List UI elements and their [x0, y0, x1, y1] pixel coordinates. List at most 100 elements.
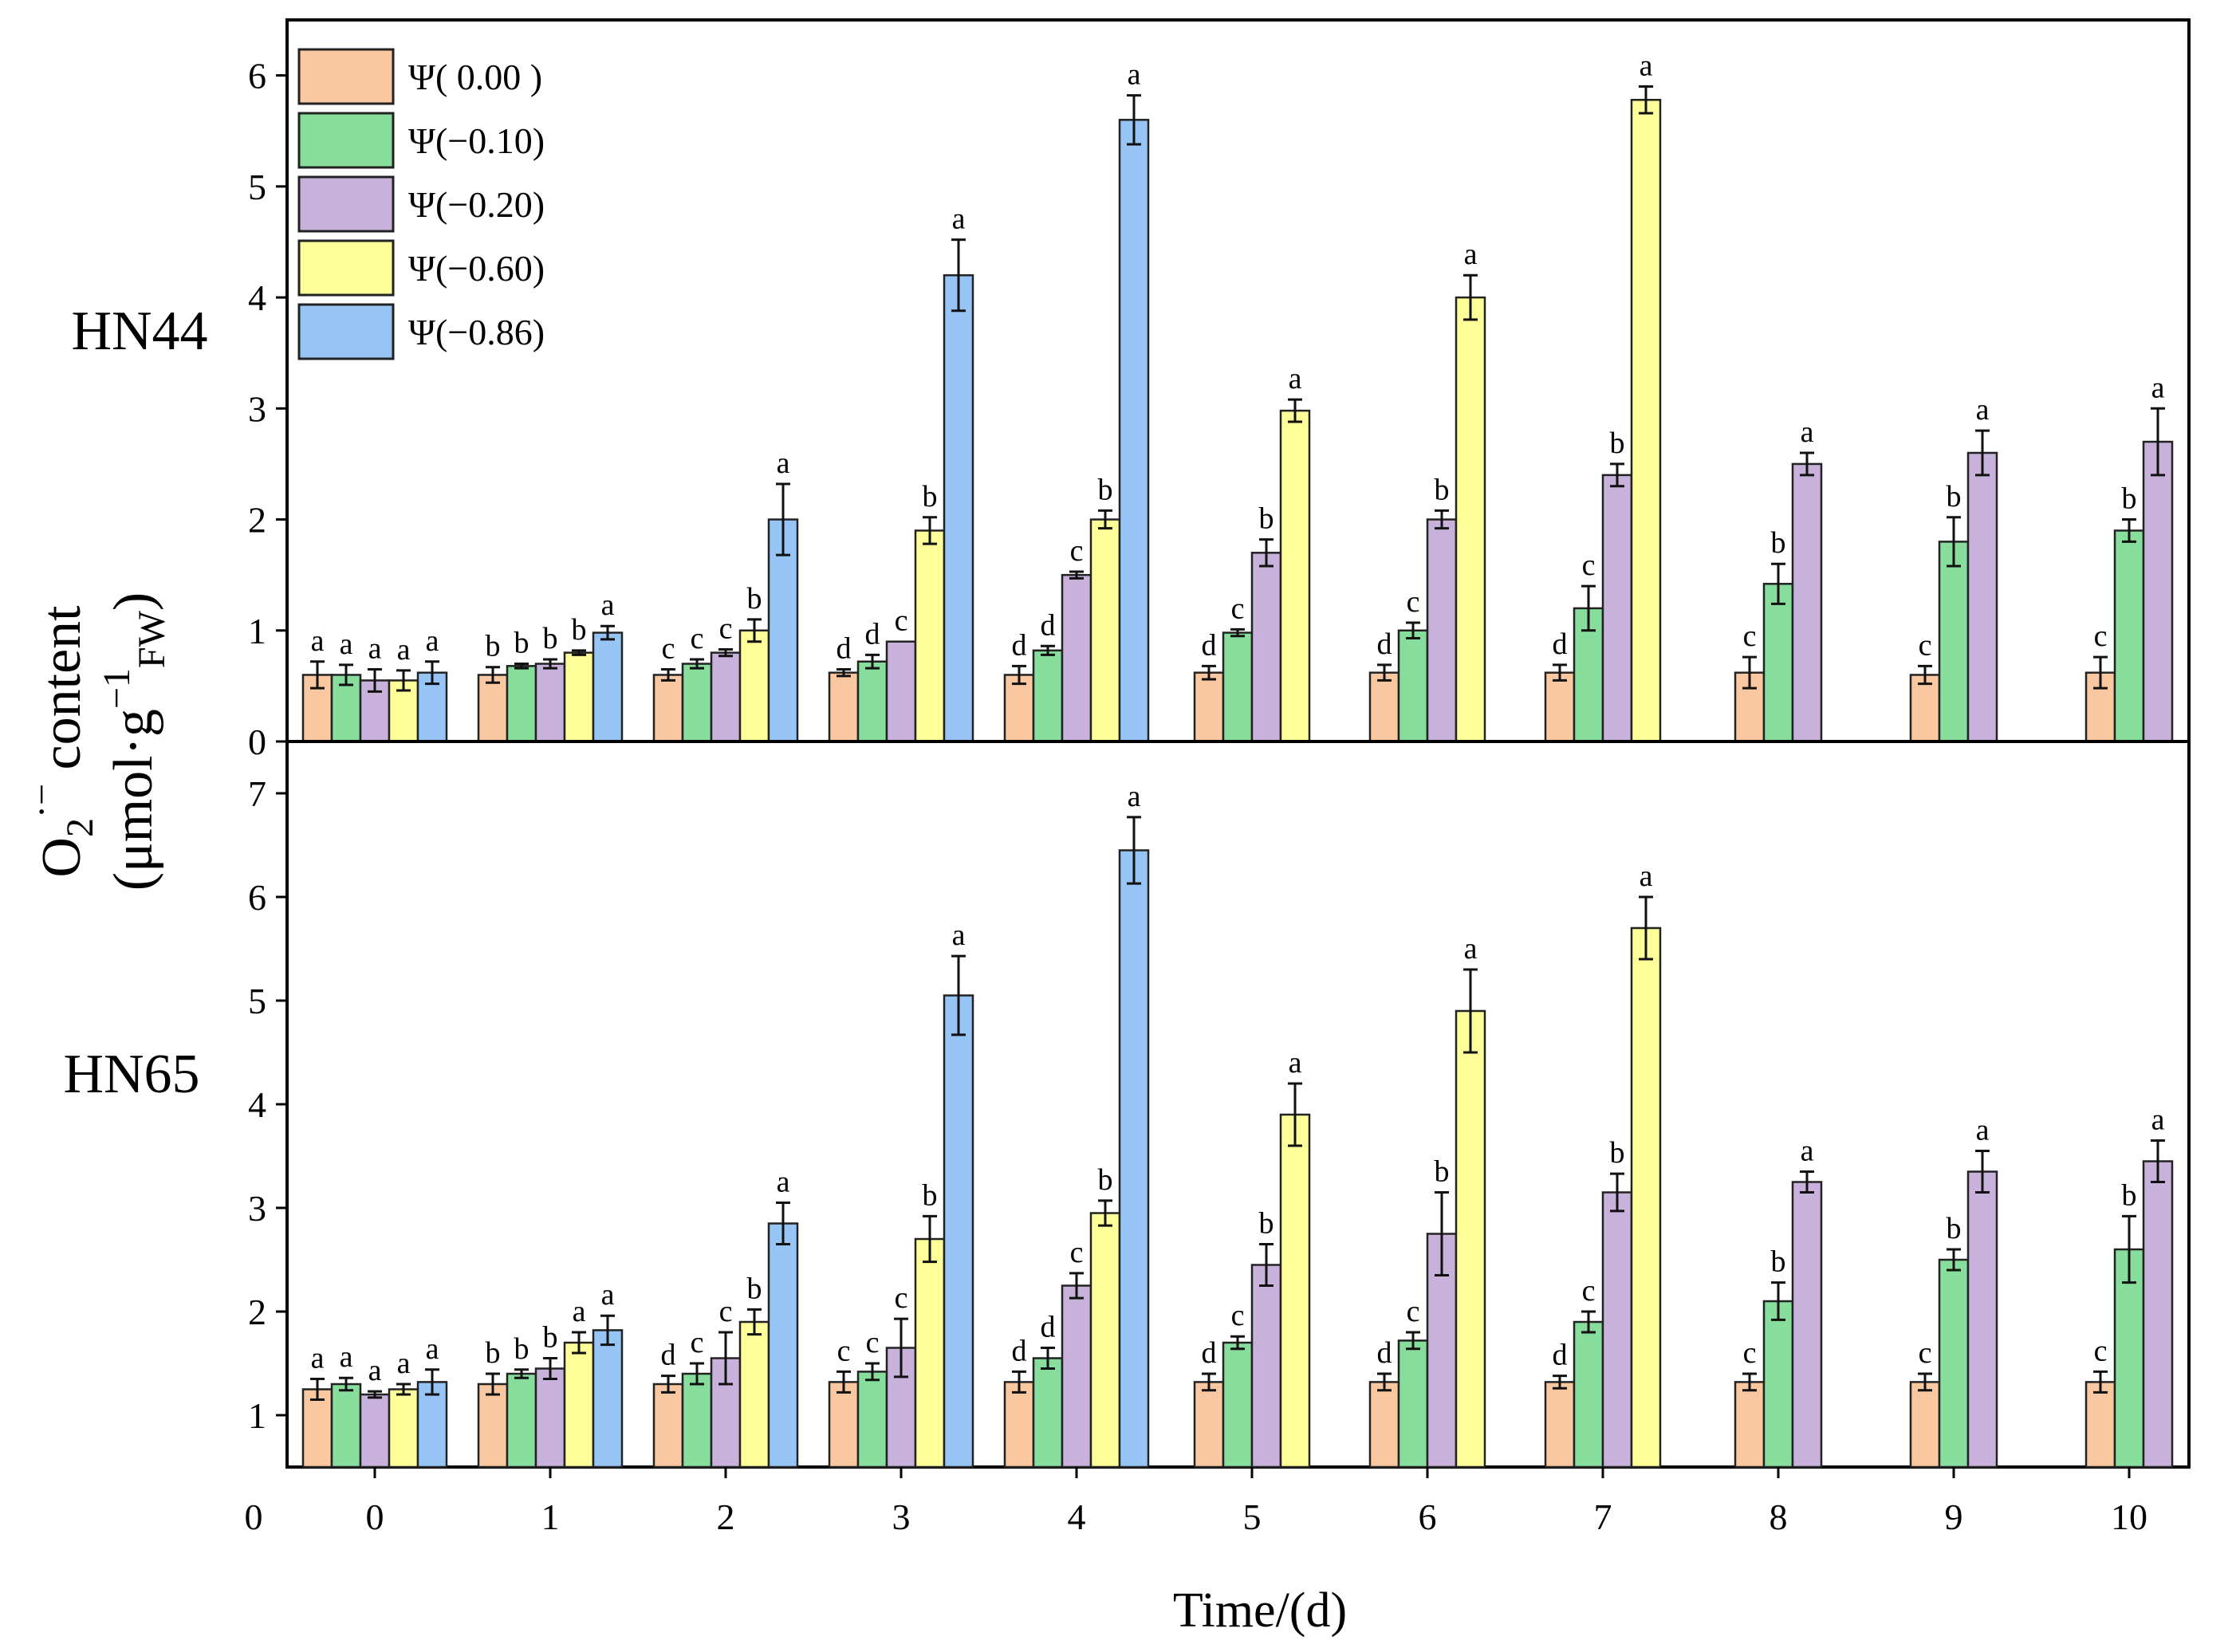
- bar: [2113, 529, 2145, 743]
- legend-swatch: [297, 303, 395, 360]
- y-tick-label: 3: [248, 1188, 266, 1229]
- significance-letter: a: [1128, 780, 1141, 813]
- significance-letter: c: [1407, 1295, 1420, 1328]
- bar: [1279, 1113, 1311, 1469]
- bar: [1061, 573, 1092, 743]
- bar: [1003, 1381, 1035, 1469]
- significance-letter: a: [1640, 859, 1653, 893]
- significance-letter: a: [340, 627, 353, 661]
- bar: [563, 1341, 595, 1469]
- y-tick-label: 4: [248, 277, 266, 318]
- significance-letter: c: [1582, 1274, 1596, 1308]
- y-axis-title-line1: O2·− content: [21, 605, 101, 878]
- bar: [652, 674, 684, 743]
- x-tick-label: 1: [541, 1497, 560, 1537]
- panel-label-hn65: HN65: [63, 1044, 199, 1105]
- bar: [1630, 98, 1662, 743]
- bar: [828, 671, 860, 743]
- bar: [2142, 440, 2174, 743]
- bar: [359, 1393, 391, 1469]
- x-tick-label: 2: [717, 1497, 735, 1537]
- significance-letter: c: [895, 1281, 908, 1315]
- y-axis-title-line2: (μmol·g−1FW): [96, 592, 173, 891]
- significance-letter: a: [1128, 58, 1141, 92]
- significance-letter: c: [1407, 585, 1420, 619]
- x-tick-label: 5: [1243, 1497, 1262, 1537]
- significance-letter: d: [1553, 627, 1568, 661]
- significance-letter: b: [747, 1272, 762, 1305]
- significance-letter: b: [1947, 480, 1962, 513]
- bar: [1397, 1339, 1429, 1469]
- bar: [592, 1329, 624, 1469]
- significance-letter: c: [1231, 592, 1245, 625]
- significance-letter: c: [662, 632, 675, 666]
- legend: Ψ( 0.00 ) Ψ(−0.10) Ψ(−0.20) Ψ(−0.60) Ψ(−0.86…: [297, 48, 545, 360]
- bar: [1032, 1357, 1064, 1469]
- y-tick-label: 3: [248, 388, 266, 429]
- y-tick-label: 2: [248, 1292, 266, 1332]
- bar: [767, 1222, 799, 1469]
- significance-letter: d: [1041, 1311, 1056, 1344]
- bar: [1601, 1191, 1633, 1469]
- significance-letter: b: [747, 582, 762, 616]
- significance-letter: b: [923, 1178, 938, 1212]
- bar: [1397, 629, 1429, 743]
- bar: [1966, 451, 1998, 743]
- bar: [330, 1383, 362, 1469]
- significance-letter: b: [1610, 1136, 1625, 1170]
- bar: [477, 674, 509, 743]
- bar: [856, 1371, 888, 1469]
- bar: [1762, 583, 1794, 743]
- significance-letter: b: [1771, 526, 1786, 560]
- bar: [1630, 926, 1662, 1469]
- bar: [1003, 674, 1035, 743]
- bar: [301, 1388, 333, 1469]
- bar: [1089, 1212, 1121, 1469]
- x-tick-label: 4: [1068, 1497, 1086, 1537]
- significance-letter: b: [1098, 1163, 1113, 1197]
- significance-letter: a: [1464, 238, 1478, 271]
- bar: [506, 665, 537, 743]
- y-axis-title: O2·− content (μmol·g−1FW): [21, 592, 173, 891]
- bar: [506, 1372, 537, 1469]
- bar: [1762, 1300, 1794, 1469]
- significance-letter: c: [866, 1326, 880, 1359]
- significance-letter: a: [1976, 1114, 1990, 1147]
- significance-letter: b: [514, 627, 529, 660]
- x-tick-label: 8: [1770, 1497, 1788, 1537]
- bar: [1791, 462, 1823, 743]
- significance-letter: a: [368, 1354, 382, 1387]
- bar: [1573, 1320, 1604, 1469]
- significance-letter: b: [572, 613, 587, 647]
- x-axis: 0 1 2 3 4 5 6 7 8 9 10 0: [245, 1467, 2147, 1537]
- significance-letter: b: [1771, 1245, 1786, 1279]
- legend-label: Ψ( 0.00 ): [408, 57, 542, 97]
- significance-letter: d: [1377, 1336, 1392, 1370]
- significance-letter: c: [895, 604, 908, 638]
- significance-letter: c: [2094, 1334, 2108, 1367]
- bar: [738, 1320, 770, 1469]
- significance-letter: c: [1919, 628, 1932, 662]
- significance-letter: b: [514, 1332, 529, 1366]
- y-tick-label: 4: [248, 1084, 266, 1125]
- legend-swatch: [297, 48, 395, 105]
- significance-letter: a: [1976, 393, 1990, 427]
- x-tick-label: 0: [366, 1497, 384, 1537]
- significance-letter: b: [486, 1336, 501, 1370]
- bar: [1601, 474, 1633, 743]
- significance-letter: a: [1801, 1135, 1814, 1168]
- bar: [1222, 631, 1254, 743]
- significance-letter: c: [2094, 620, 2108, 653]
- bar: [856, 660, 888, 743]
- y-tick-label: 7: [248, 773, 266, 814]
- significance-letter: b: [1947, 1212, 1962, 1245]
- significance-letter: a: [952, 918, 966, 952]
- y-tick-label: 5: [248, 167, 266, 207]
- significance-letter: a: [397, 633, 411, 667]
- bar: [1118, 849, 1150, 1469]
- bar: [534, 663, 566, 743]
- significance-letter: b: [543, 1321, 558, 1355]
- bar: [1061, 1284, 1092, 1469]
- bar: [1089, 518, 1121, 743]
- significance-letter: a: [1464, 932, 1478, 966]
